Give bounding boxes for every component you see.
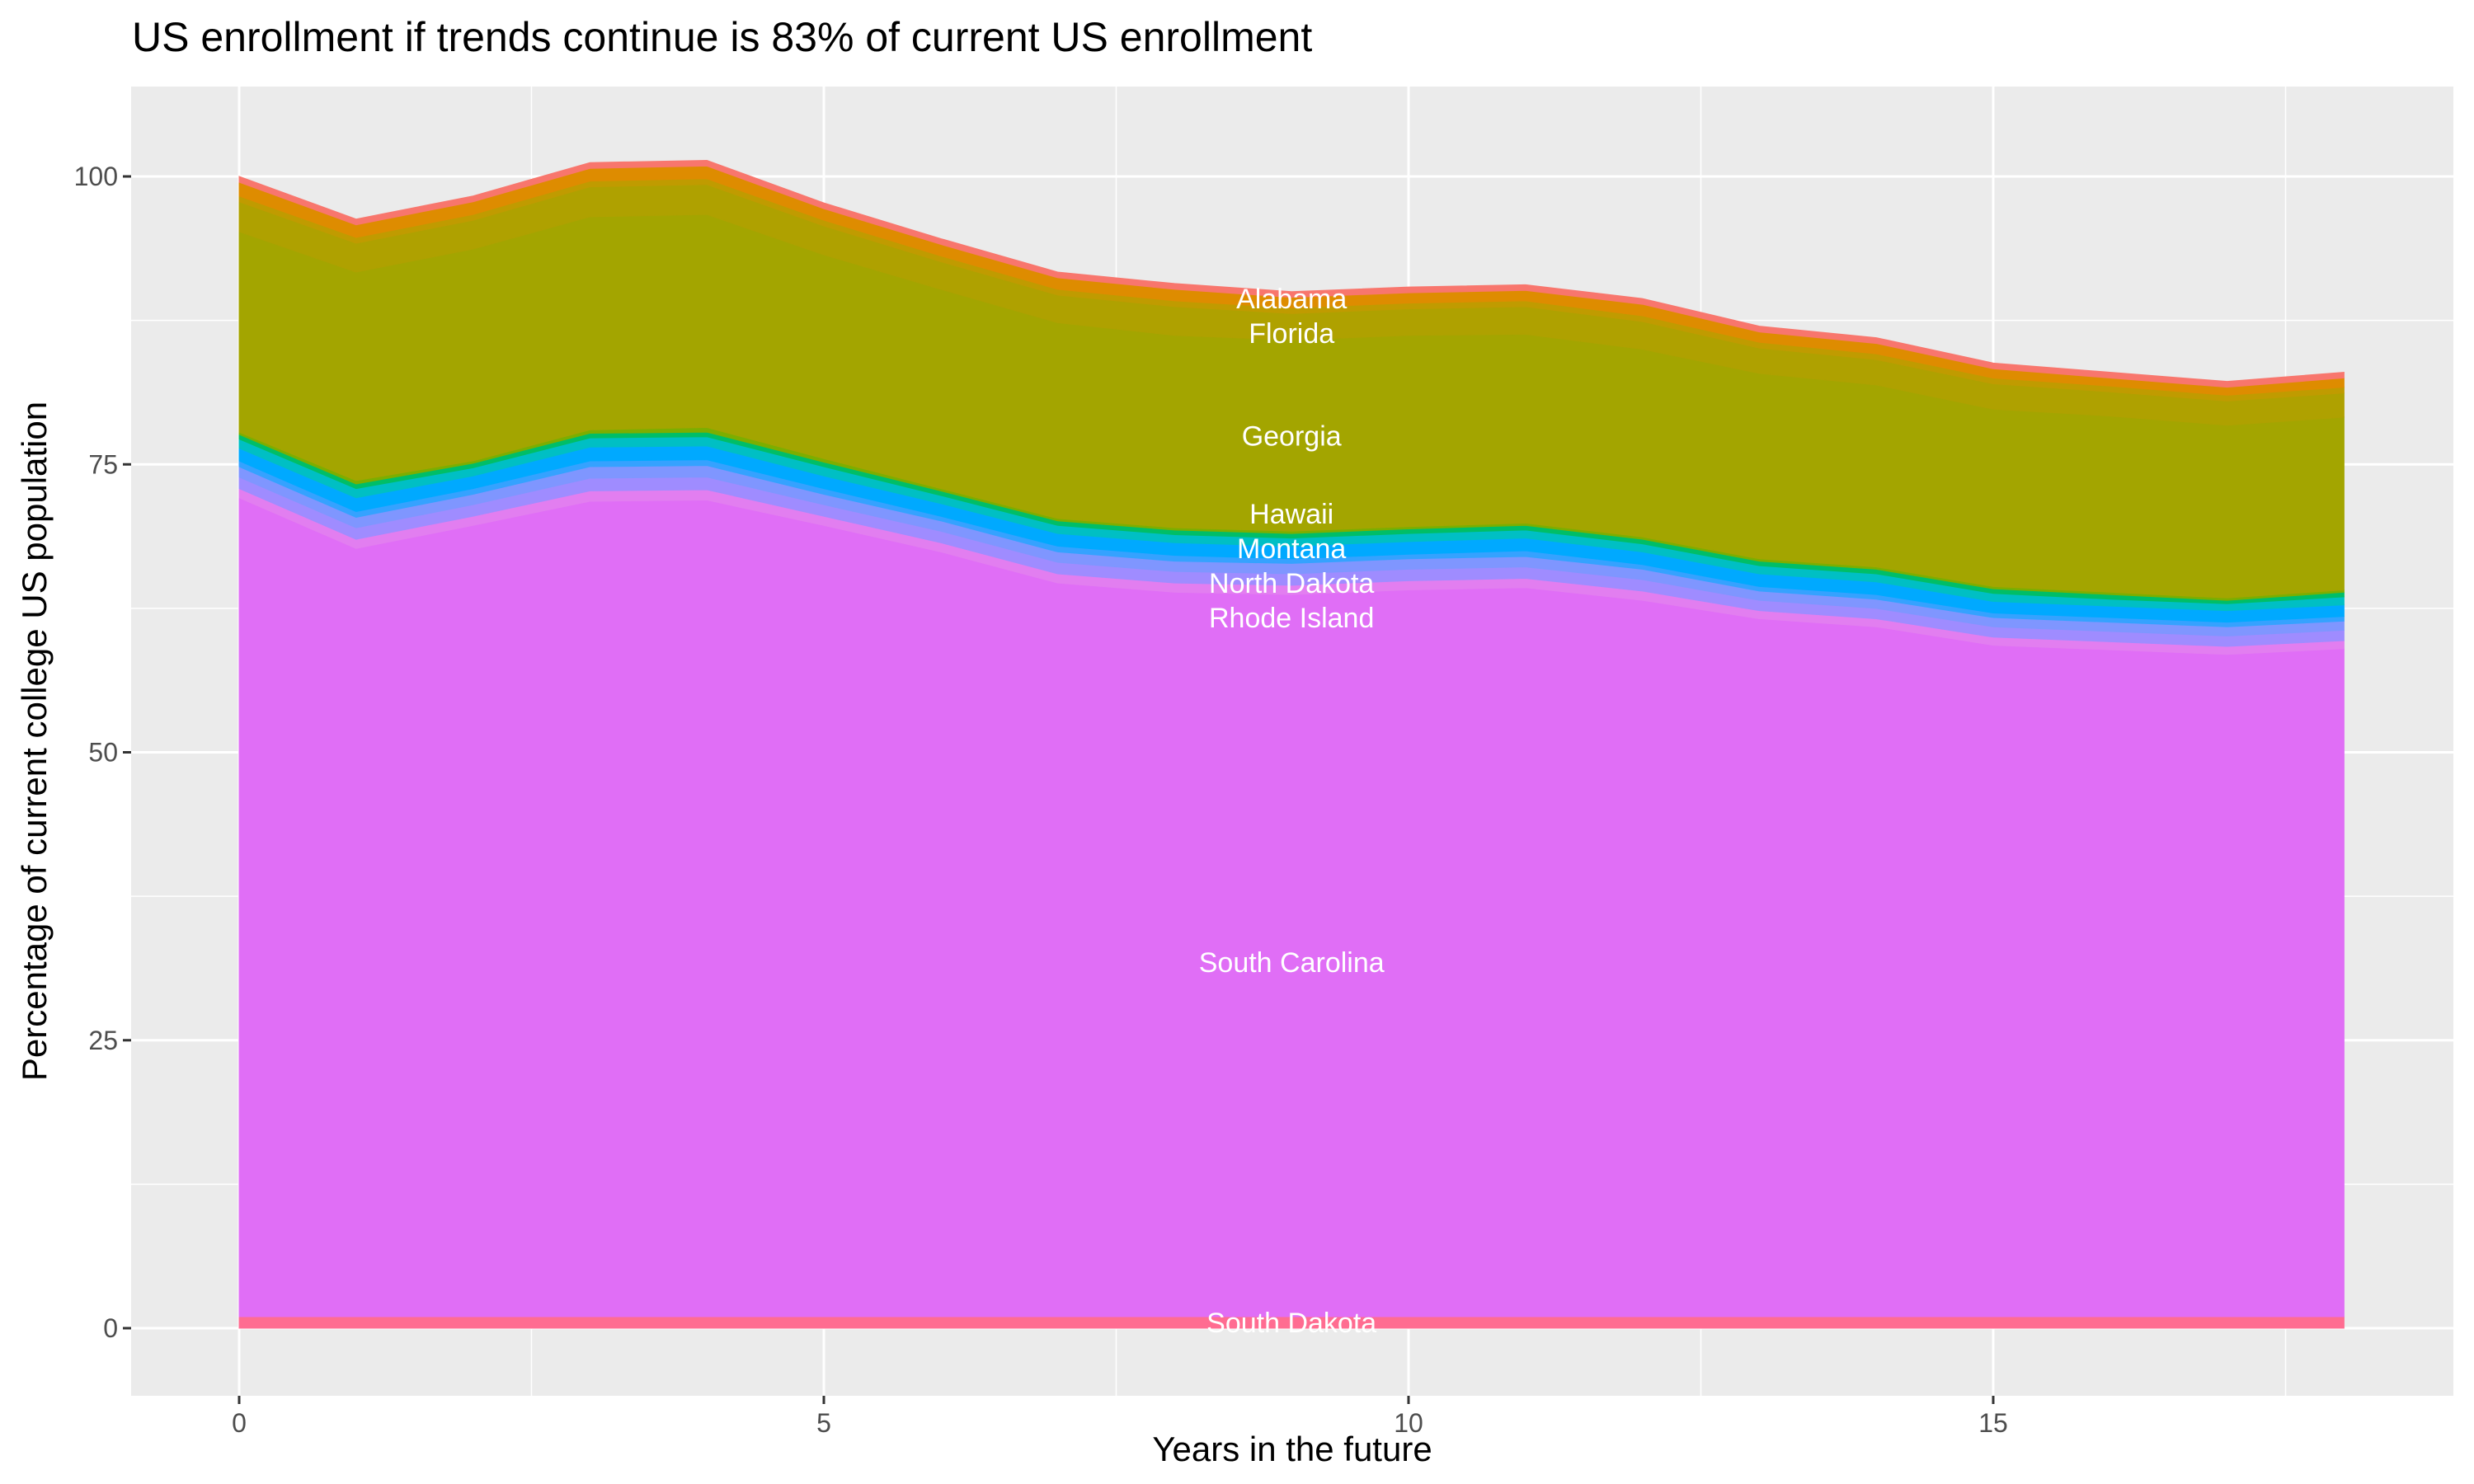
area-label: Hawaii: [1249, 499, 1333, 530]
y-tick-label: 0: [103, 1313, 118, 1343]
x-tick-label: 0: [232, 1408, 247, 1438]
area-label: South Dakota: [1206, 1308, 1376, 1339]
x-tick-label: 5: [816, 1408, 831, 1438]
area-alabama: [238, 159, 2345, 388]
x-tick-label: 10: [1394, 1408, 1423, 1438]
area-label: Georgia: [1242, 420, 1342, 452]
x-tick-label: 15: [1978, 1408, 2008, 1438]
area-label: South Carolina: [1199, 947, 1385, 979]
chart-title: US enrollment if trends continue is 83% …: [132, 14, 1312, 60]
area-label: Rhode Island: [1209, 603, 1374, 634]
y-tick-label: 25: [88, 1026, 118, 1055]
area-label: Montana: [1237, 533, 1346, 565]
area-label: Florida: [1249, 318, 1334, 350]
y-tick-label: 75: [88, 449, 118, 479]
x-axis-title: Years in the future: [1152, 1430, 1432, 1468]
y-axis-title: Percentage of current college US populat…: [15, 402, 54, 1081]
axes: 0 25 50 75 100 0 5 10 15: [74, 162, 2008, 1438]
y-tick-label: 100: [74, 162, 118, 191]
area-label: North Dakota: [1209, 568, 1374, 599]
area-label: Alabama: [1236, 284, 1347, 315]
area-layers: [238, 159, 2345, 1329]
y-tick-label: 50: [88, 738, 118, 768]
